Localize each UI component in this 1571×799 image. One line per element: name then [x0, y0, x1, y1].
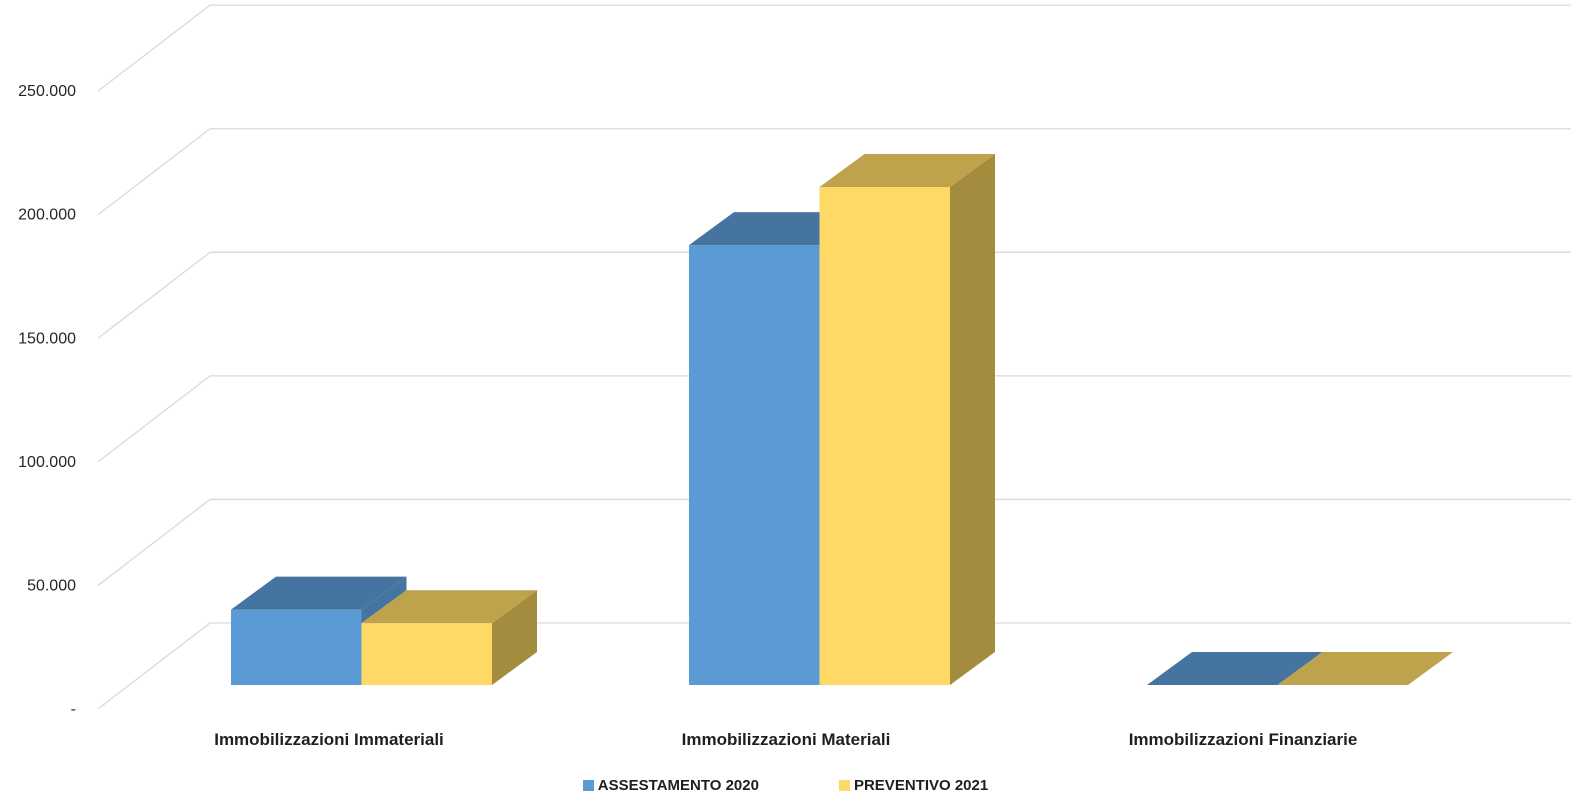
y-tick-label: 200.000 [18, 207, 76, 224]
legend-item-assestamento: ASSESTAMENTO 2020 [582, 772, 759, 798]
legend-label-assestamento: ASSESTAMENTO 2020 [597, 776, 759, 794]
bar-top [819, 154, 995, 188]
legend-swatch-assestamento [582, 779, 594, 791]
bar-top [1277, 652, 1453, 685]
gridline-diagonal [97, 4, 211, 92]
gridline-diagonal [97, 498, 211, 586]
bars [231, 154, 1453, 686]
x-tick-label: Immobilizzazioni Materiali [682, 730, 891, 749]
bar-top [1147, 652, 1323, 685]
bar-top [231, 576, 407, 610]
gridline-diagonal [97, 622, 211, 710]
legend-swatch-preventivo [838, 779, 850, 791]
bar-top [361, 590, 537, 624]
y-tick-label: 100.000 [18, 454, 76, 471]
gridline-diagonal [97, 375, 211, 463]
gridline-diagonal [97, 128, 211, 216]
bar-preventivo-3 [1277, 652, 1453, 685]
bar-front [689, 245, 820, 685]
x-tick-label: Immobilizzazioni Finanziarie [1129, 730, 1358, 749]
bar-assestamento-1 [231, 576, 407, 685]
y-tick-label: 250.000 [18, 83, 76, 100]
bar-preventivo-2 [819, 154, 995, 686]
y-tick-label: 150.000 [18, 330, 76, 347]
y-axis: - 50.000 100.000 150.000 200.000 250.000 [18, 83, 76, 718]
bar-preventivo-1 [361, 590, 537, 685]
legend: ASSESTAMENTO 2020 PREVENTIVO 2021 [0, 772, 1571, 798]
bar-front [819, 187, 950, 686]
x-axis: Immobilizzazioni Immateriali Immobilizzaz… [214, 730, 1357, 749]
bar-side [361, 576, 407, 624]
x-tick-label: Immobilizzazioni Immateriali [214, 730, 444, 749]
bar-side [492, 590, 537, 685]
bar-side [950, 154, 995, 686]
bar-front [231, 609, 362, 685]
gridline-diagonal [97, 251, 211, 339]
y-tick-label: 50.000 [27, 577, 76, 594]
legend-item-preventivo: PREVENTIVO 2021 [789, 772, 988, 798]
legend-label-preventivo: PREVENTIVO 2021 [853, 776, 989, 794]
y-tick-label: - [71, 701, 76, 718]
bar-front [361, 623, 492, 685]
bar-assestamento-3 [1147, 652, 1323, 685]
